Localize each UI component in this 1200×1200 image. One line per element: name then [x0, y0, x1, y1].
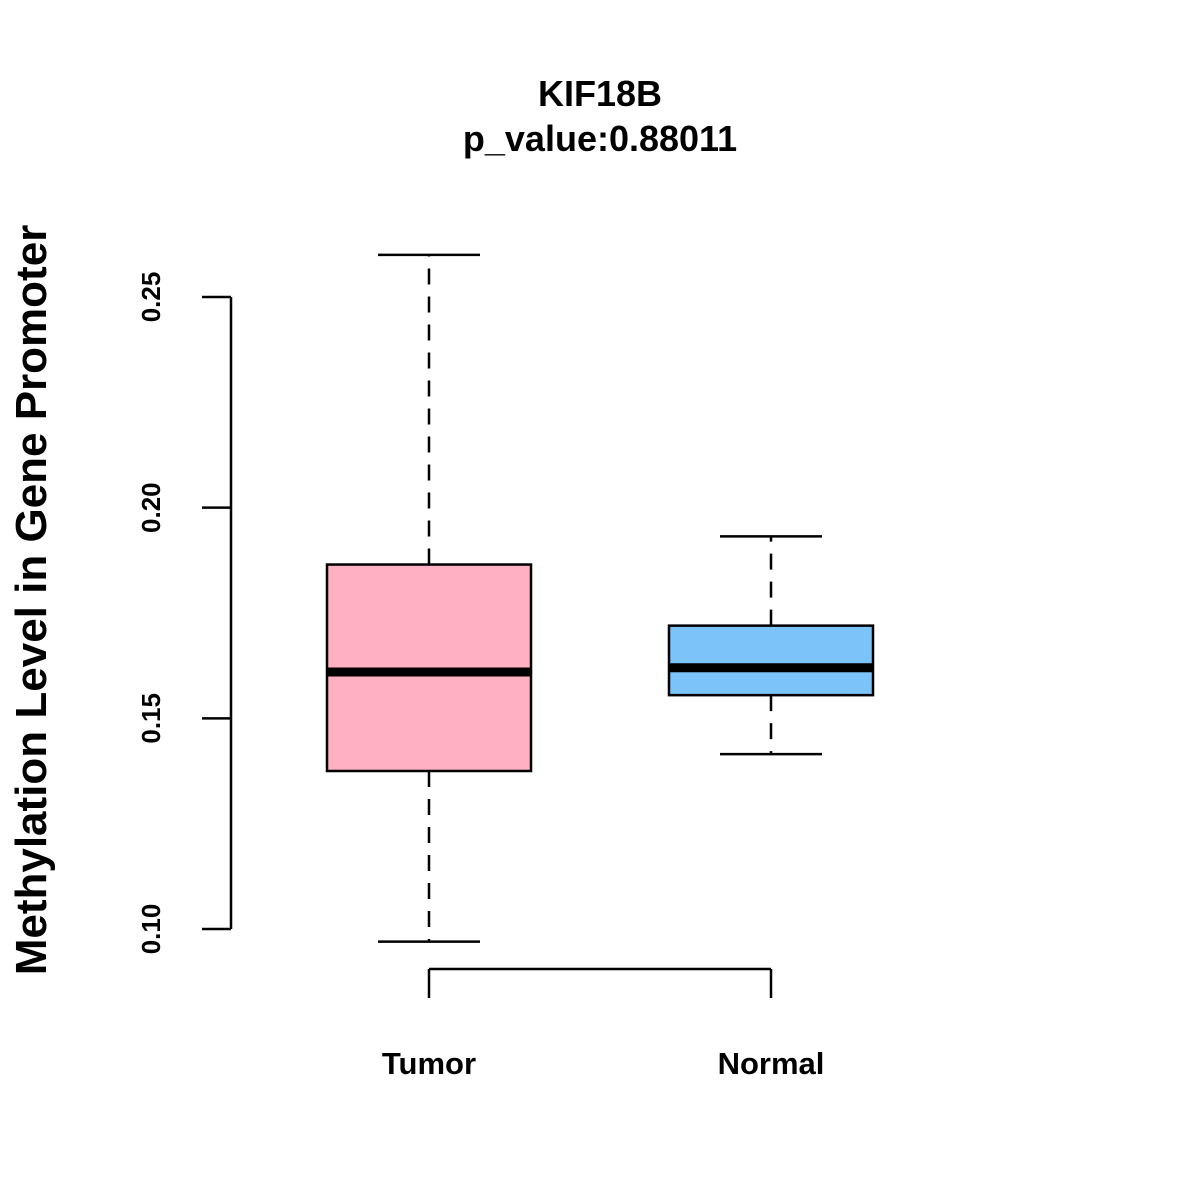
- chart-title: KIF18B: [538, 73, 662, 114]
- y-tick-label: 0.10: [136, 904, 166, 955]
- y-axis-label: Methylation Level in Gene Promoter: [7, 225, 56, 976]
- y-tick-label: 0.15: [136, 693, 166, 744]
- x-category-label: Tumor: [382, 1046, 476, 1081]
- y-axis: 0.10 0.15 0.20 0.25: [136, 272, 233, 955]
- box-tumor: [325, 253, 533, 943]
- boxes: [325, 253, 875, 943]
- box-normal: [667, 535, 875, 756]
- y-tick-label: 0.20: [136, 482, 166, 533]
- x-category-label: Normal: [718, 1046, 825, 1081]
- chart-subtitle: p_value:0.88011: [463, 118, 737, 159]
- y-tick-label: 0.25: [136, 272, 166, 323]
- x-axis: Tumor Normal: [382, 967, 825, 1081]
- iqr-box: [667, 624, 875, 697]
